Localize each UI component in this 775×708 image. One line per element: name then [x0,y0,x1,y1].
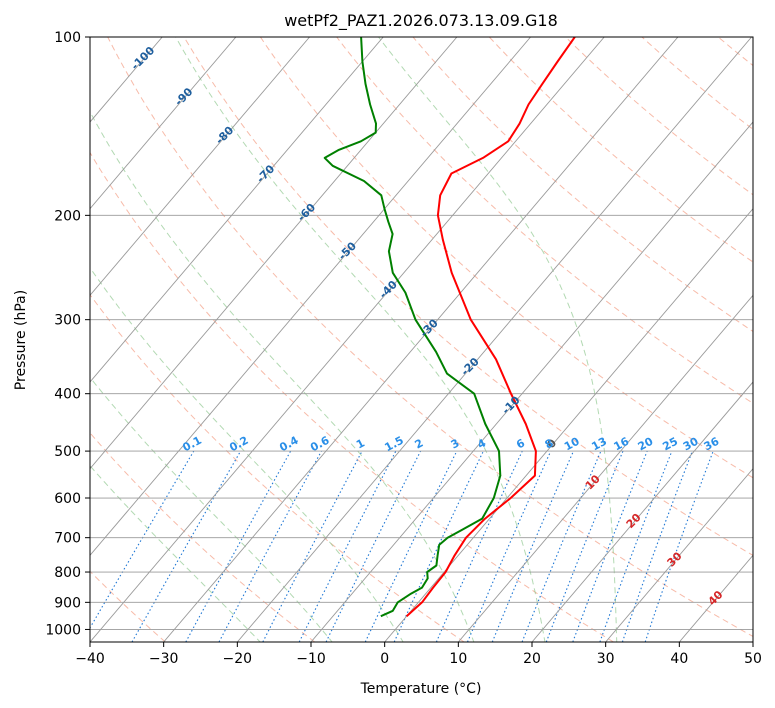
y-tick-label: 200 [54,208,81,224]
y-tick-label: 600 [54,491,81,507]
mixing-ratio-label: 30 [681,435,701,454]
mixing-ratio-line [364,450,458,642]
dry-adiabat-line [90,151,614,642]
x-tick-label: 10 [449,651,467,667]
mixing-ratio-line [621,450,693,642]
y-tick-label: 1000 [45,622,81,638]
y-tick-label: 400 [54,387,81,403]
dry-adiabat-line [107,37,753,638]
isotherm-line [236,37,752,642]
mixing-ratio-label: 16 [612,435,632,454]
mixing-ratio-line [491,450,575,642]
mixing-ratio-line [325,450,422,642]
isotherm-line [310,121,753,642]
isotherm-line [605,467,753,642]
moist-adiabat-line [378,37,618,642]
mixing-ratio-line [185,450,292,642]
isotherm-line [531,381,753,642]
x-tick-label: −40 [75,651,105,667]
isotherm-line [90,37,310,297]
x-tick-label: 0 [380,651,389,667]
temperature-line [405,37,576,617]
moist-adiabat-line [175,37,546,642]
x-tick-label: 50 [744,651,762,667]
mixing-ratio-line [218,450,322,642]
isotherm-line [384,207,753,642]
isotherm-line [90,37,237,210]
dry-adiabat-line [336,37,753,404]
moist-adiabat-line [90,266,404,642]
x-tick-label: 20 [523,651,541,667]
mixing-ratio-label: 25 [660,435,680,454]
y-tick-label: 500 [54,444,81,460]
mixing-ratio-line [466,450,552,642]
chart-axes: −40 −30 −20 −10 0 10 20 30 40 50 1000 900 800 700 600 5… [45,30,762,667]
plot-frame [89,36,754,643]
chart-title: wetPf2_PAZ1.2026.073.13.09.G18 [284,11,558,31]
moist-adiabat-line [90,376,333,642]
y-tick-label: 700 [54,531,81,547]
x-axis-label: Temperature (°C) [360,681,482,697]
mixing-ratio-label: 36 [702,435,722,454]
y-tick-label: 100 [54,30,81,46]
chart-background-lines [90,37,753,642]
x-tick-label: 30 [597,651,615,667]
dry-adiabat-line [259,37,753,479]
x-tick-label: −10 [296,651,326,667]
mixing-ratio-line [435,450,523,642]
dry-adiabat-line [488,37,753,263]
isotherm-line [457,294,753,642]
dewpoint-line [323,37,502,618]
x-tick-label: 40 [670,651,688,667]
isotherm-line [163,37,679,642]
y-tick-label: 900 [54,595,81,611]
isotherm-line [90,37,531,557]
mixing-ratio-label: 13 [589,435,609,454]
isotherm-line [90,37,458,470]
chart-series-layer [323,37,576,618]
mixing-ratio-line [131,450,242,642]
moist-adiabat-line [90,110,475,642]
y-tick-label: 300 [54,313,81,329]
y-axis-label: Pressure (hPa) [13,290,29,390]
x-tick-label: −30 [149,651,179,667]
mixing-ratio-line [90,450,195,629]
y-tick-label: 800 [54,565,81,581]
isotherm-line [90,37,605,642]
isotherm-line [90,37,384,383]
mixing-ratio-line [644,450,714,642]
x-tick-label: −20 [223,651,253,667]
mixing-ratio-label: 20 [636,435,656,454]
mixing-ratio-label: 10 [562,435,582,454]
